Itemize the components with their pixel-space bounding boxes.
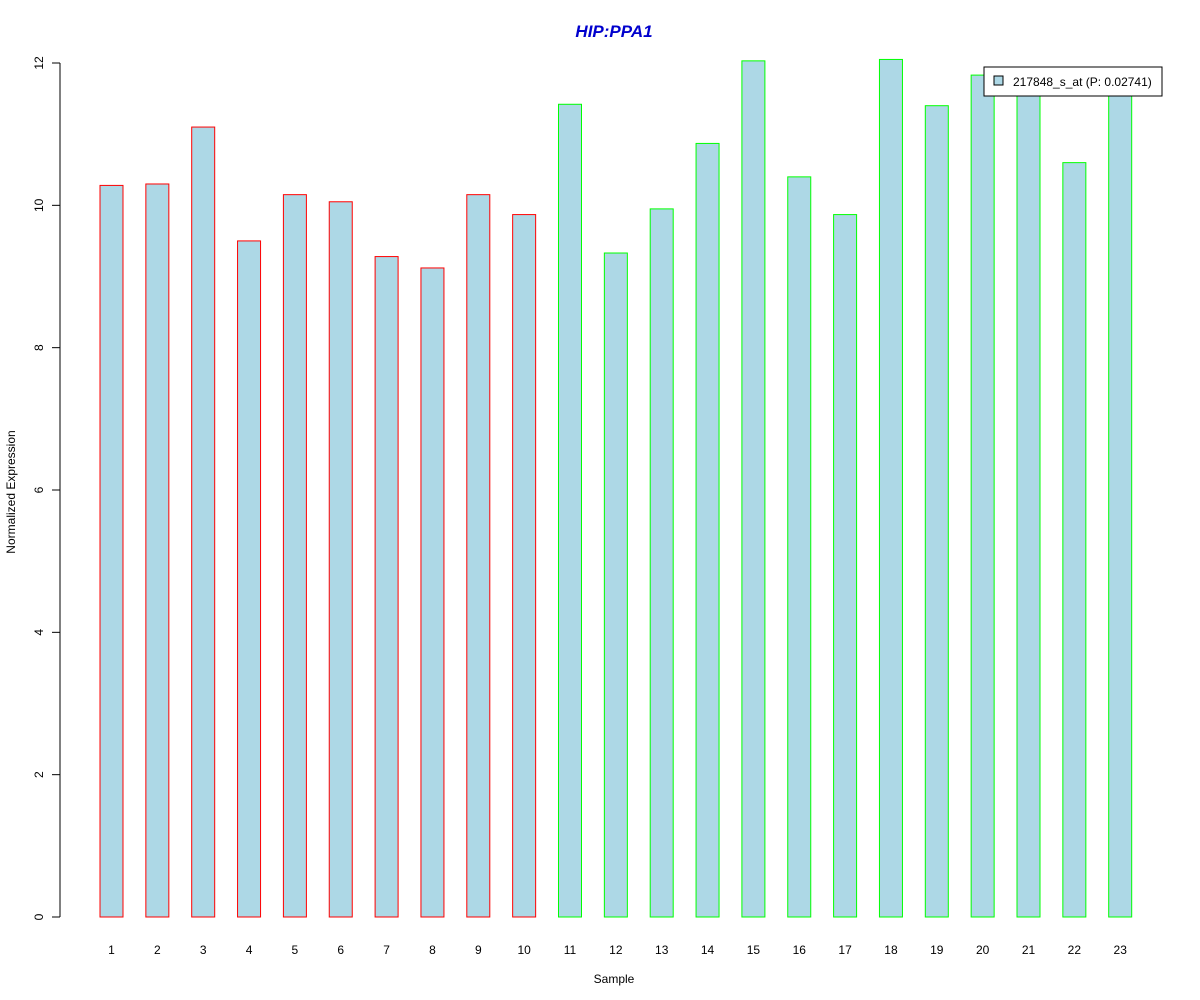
x-tick-label: 19 <box>930 943 944 957</box>
x-tick-label: 5 <box>292 943 299 957</box>
bar-sample-19 <box>924 105 949 918</box>
x-tick-label: 9 <box>475 943 482 957</box>
x-tick-label: 20 <box>976 943 990 957</box>
x-tick-label: 14 <box>701 943 715 957</box>
y-tick-label: 6 <box>32 486 46 493</box>
y-tick-label: 2 <box>32 771 46 778</box>
bar-sample-10 <box>512 214 537 918</box>
bar-sample-3 <box>191 126 216 918</box>
x-tick-label: 12 <box>609 943 623 957</box>
bar-sample-17 <box>833 214 858 918</box>
y-tick-label: 12 <box>32 56 46 70</box>
legend: 217848_s_at (P: 0.02741) <box>983 66 1163 97</box>
bar-sample-21 <box>1016 88 1041 918</box>
bar-sample-20 <box>970 74 995 918</box>
bar-sample-1 <box>99 184 124 918</box>
x-tick-label: 8 <box>429 943 436 957</box>
x-tick-label: 7 <box>383 943 390 957</box>
bar-sample-6 <box>328 201 353 918</box>
y-tick-label: 10 <box>32 198 46 212</box>
x-tick-label: 17 <box>838 943 852 957</box>
x-tick-label: 16 <box>793 943 807 957</box>
bar-sample-2 <box>145 183 170 918</box>
x-tick-label: 18 <box>884 943 898 957</box>
x-tick-label: 22 <box>1068 943 1082 957</box>
bar-sample-23 <box>1108 88 1133 918</box>
x-axis-tick-labels: 1 2 3 4 5 6 7 8 9 10 11 12 13 14 15 16 17 18 19 20 21 22 23 <box>108 943 1127 957</box>
y-axis: 0 2 4 6 8 10 12 <box>32 56 61 920</box>
bar-sample-4 <box>237 240 262 918</box>
legend-label: 217848_s_at (P: 0.02741) <box>1013 75 1152 89</box>
x-tick-label: 23 <box>1114 943 1128 957</box>
legend-box <box>983 66 1163 97</box>
chart-title: HIP:PPA1 <box>575 22 652 41</box>
x-tick-label: 15 <box>747 943 761 957</box>
bar-sample-14 <box>695 142 720 918</box>
x-axis-title: Sample <box>594 972 635 986</box>
bar-sample-9 <box>466 194 491 918</box>
y-tick-label: 0 <box>32 913 46 920</box>
bar-sample-5 <box>282 194 307 918</box>
x-tick-label: 11 <box>564 943 577 957</box>
x-tick-label: 2 <box>154 943 161 957</box>
y-tick-label: 4 <box>32 629 46 636</box>
bars <box>99 58 1133 918</box>
bar-sample-13 <box>649 208 674 918</box>
y-axis-title: Normalized Expression <box>4 430 18 553</box>
x-tick-label: 21 <box>1022 943 1036 957</box>
legend-swatch <box>993 75 1004 86</box>
y-tick-label: 8 <box>32 344 46 351</box>
bar-sample-12 <box>603 252 628 918</box>
bar-sample-8 <box>420 267 445 918</box>
bar-sample-15 <box>741 60 766 918</box>
bar-sample-11 <box>558 103 582 918</box>
x-tick-label: 6 <box>337 943 344 957</box>
x-tick-label: 3 <box>200 943 207 957</box>
x-tick-label: 13 <box>655 943 669 957</box>
bar-sample-7 <box>374 256 399 918</box>
bar-sample-18 <box>878 58 903 918</box>
x-tick-label: 10 <box>517 943 531 957</box>
bar-sample-16 <box>787 176 812 918</box>
x-tick-label: 1 <box>108 943 115 957</box>
bar-sample-22 <box>1062 162 1087 918</box>
x-tick-label: 4 <box>246 943 253 957</box>
